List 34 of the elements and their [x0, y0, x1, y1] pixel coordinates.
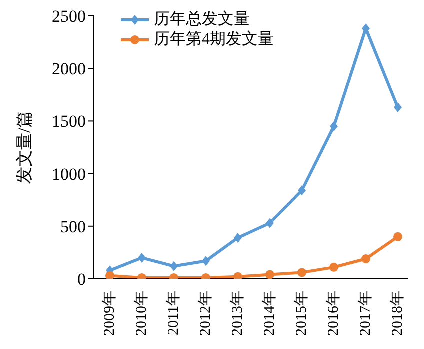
- point: [106, 271, 114, 279]
- x-tick-label: 2013年: [229, 291, 246, 336]
- point: [298, 186, 306, 196]
- y-tick-label: 2500: [52, 7, 86, 26]
- y-tick-label: 1000: [52, 164, 86, 184]
- point: [138, 252, 146, 263]
- x-tick-label: 2011年: [165, 291, 182, 336]
- legend-label: 历年总发文量: [154, 10, 250, 30]
- point: [394, 102, 402, 113]
- point: [330, 262, 338, 272]
- point: [362, 254, 370, 264]
- x-tick-label: 2014年: [261, 291, 278, 336]
- point: [298, 268, 306, 278]
- y-tick-label: 0: [78, 270, 86, 290]
- point: [234, 232, 242, 243]
- point: [362, 24, 370, 34]
- y-tick-label: 2000: [52, 60, 86, 79]
- point: [202, 256, 210, 266]
- x-tick-label: 2010年: [133, 291, 150, 336]
- x-tick-label: 2012年: [197, 291, 214, 336]
- x-tick-label: 2018年: [389, 291, 406, 336]
- point: [170, 261, 178, 272]
- x-tick-label: 2016年: [325, 291, 342, 336]
- point: [266, 270, 274, 279]
- y-tick-label: 1500: [52, 112, 86, 132]
- x-tick-label: 2017年: [357, 291, 374, 336]
- point: [266, 218, 274, 228]
- point: [330, 121, 338, 132]
- x-tick-label: 2009年: [101, 291, 118, 336]
- x-tick-label: 2015年: [293, 291, 310, 336]
- y-axis-title: 发文量/篇: [15, 111, 34, 184]
- y-tick-label: 500: [60, 217, 86, 236]
- point: [394, 232, 402, 242]
- legend-label: 历年第4期发文量: [154, 30, 274, 50]
